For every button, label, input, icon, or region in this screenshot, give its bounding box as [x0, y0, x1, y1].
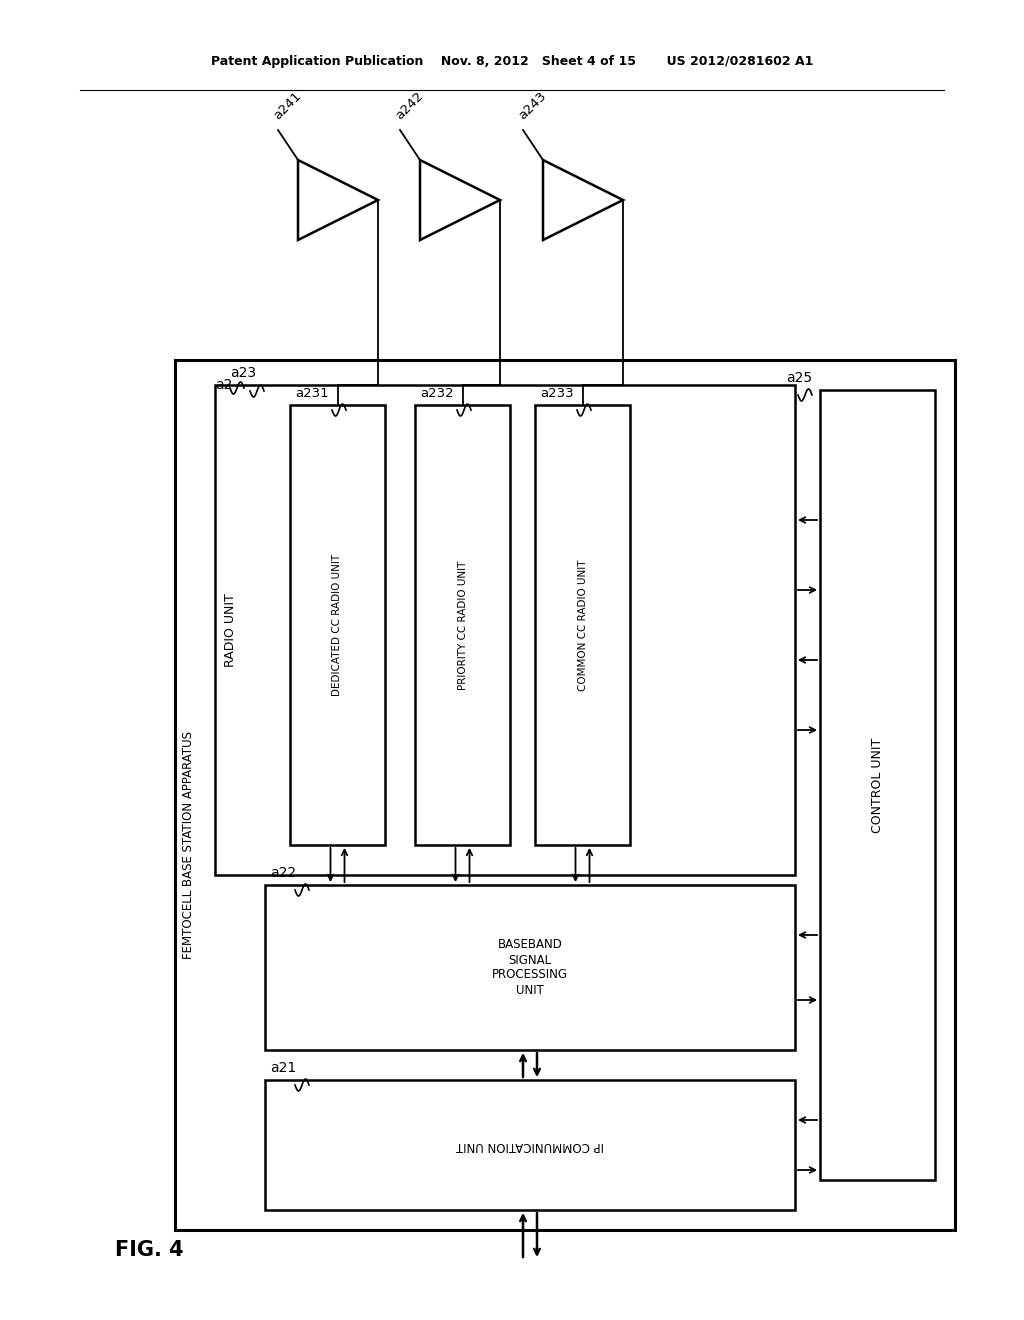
Text: RADIO UNIT: RADIO UNIT	[223, 593, 237, 667]
Text: BASEBAND
SIGNAL
PROCESSING
UNIT: BASEBAND SIGNAL PROCESSING UNIT	[492, 939, 568, 997]
Bar	[290, 405, 385, 845]
Text: DEDICATED CC RADIO UNIT: DEDICATED CC RADIO UNIT	[333, 554, 342, 696]
Text: COMMON CC RADIO UNIT: COMMON CC RADIO UNIT	[578, 560, 588, 690]
Text: Patent Application Publication    Nov. 8, 2012   Sheet 4 of 15       US 2012/028: Patent Application Publication Nov. 8, 2…	[211, 55, 813, 69]
Bar	[175, 360, 955, 1230]
Text: FIG. 4: FIG. 4	[115, 1239, 183, 1261]
Bar	[215, 385, 795, 875]
Bar	[265, 884, 795, 1049]
Text: a231: a231	[295, 387, 329, 400]
Text: a2: a2	[215, 378, 232, 392]
Text: PRIORITY CC RADIO UNIT: PRIORITY CC RADIO UNIT	[458, 560, 468, 689]
Bar	[265, 1080, 795, 1210]
Text: a232: a232	[420, 387, 454, 400]
Text: a25: a25	[785, 371, 812, 385]
Text: FEMTOCELL BASE STATION APPARATUS: FEMTOCELL BASE STATION APPARATUS	[182, 731, 196, 960]
Bar	[415, 405, 510, 845]
Text: a21: a21	[270, 1061, 296, 1074]
Text: a22: a22	[270, 866, 296, 880]
Text: a23: a23	[230, 366, 256, 380]
Text: a233: a233	[540, 387, 573, 400]
Bar	[535, 405, 630, 845]
Text: CONTROL UNIT: CONTROL UNIT	[871, 738, 884, 833]
Bar	[820, 389, 935, 1180]
Text: IP COMMUNICATION UNIT: IP COMMUNICATION UNIT	[456, 1138, 604, 1151]
Text: a242: a242	[393, 90, 426, 121]
Text: a241: a241	[270, 90, 304, 121]
Text: a243: a243	[516, 90, 549, 121]
